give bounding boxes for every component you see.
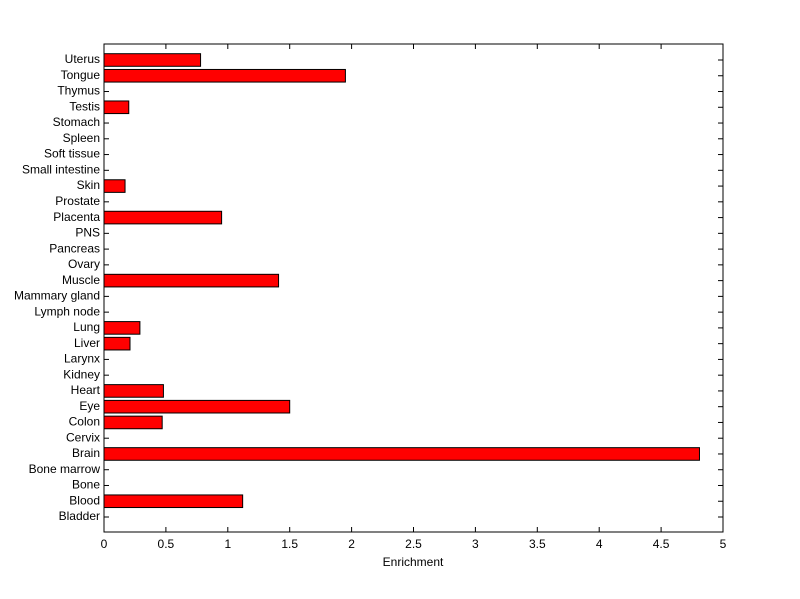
- y-tick-label: Kidney: [63, 367, 100, 381]
- x-tick-label: 2: [348, 537, 355, 551]
- bar: [103, 384, 164, 398]
- y-tick-label: Heart: [71, 383, 101, 397]
- x-tick-label: 3.5: [529, 537, 546, 551]
- bar: [103, 494, 244, 509]
- y-tick-label: Thymus: [57, 84, 100, 98]
- y-tick-label: Testis: [69, 99, 100, 113]
- y-tick-label: Lung: [73, 320, 100, 334]
- y-tick-label: Placenta: [53, 210, 100, 224]
- y-tick-label: Blood: [69, 493, 100, 507]
- x-tick-label: 1: [224, 537, 231, 551]
- bar: [103, 210, 223, 225]
- y-tick-label: Cervix: [66, 430, 100, 444]
- y-tick-label: Skin: [77, 178, 100, 192]
- bar: [103, 336, 131, 351]
- x-tick-label: 4: [596, 537, 603, 551]
- y-tick-label: Bone marrow: [29, 462, 101, 476]
- y-tick-label: Colon: [69, 415, 100, 429]
- bar: [103, 100, 130, 115]
- y-tick-label: Spleen: [63, 131, 100, 145]
- bar: [103, 68, 346, 83]
- y-tick-label: Small intestine: [22, 162, 100, 176]
- x-tick-label: 2.5: [405, 537, 422, 551]
- y-tick-label: Brain: [72, 446, 100, 460]
- y-tick-label: Prostate: [55, 194, 100, 208]
- y-tick-label: Muscle: [62, 273, 100, 287]
- y-tick-label: Bladder: [59, 509, 100, 523]
- bar: [103, 179, 126, 193]
- x-tick-label: 1.5: [281, 537, 298, 551]
- axes-box: [103, 43, 724, 533]
- y-tick-label: Soft tissue: [44, 147, 100, 161]
- x-axis-label: Enrichment: [383, 555, 444, 569]
- x-tick-label: 0: [101, 537, 108, 551]
- bar: [103, 399, 291, 414]
- bar: [103, 273, 280, 288]
- y-tick-label: Tongue: [61, 68, 101, 82]
- y-tick-label: Uterus: [65, 52, 100, 66]
- bar: [103, 415, 163, 430]
- y-tick-label: Lymph node: [34, 304, 100, 318]
- y-tick-label: Mammary gland: [14, 289, 100, 303]
- y-tick-label: Pancreas: [49, 241, 100, 255]
- y-tick-label: Ovary: [68, 257, 100, 271]
- x-tick-label: 0.5: [158, 537, 175, 551]
- x-tick-label: 4.5: [653, 537, 670, 551]
- bar: [103, 447, 700, 461]
- y-tick-label: Stomach: [53, 115, 100, 129]
- y-tick-label: Bone: [72, 478, 100, 492]
- x-tick-label: 5: [720, 537, 727, 551]
- x-tick-label: 3: [472, 537, 479, 551]
- bar: [103, 53, 202, 67]
- y-tick-label: Liver: [74, 336, 100, 350]
- y-tick-label: Larynx: [64, 352, 100, 366]
- y-tick-label: PNS: [75, 226, 100, 240]
- y-tick-label: Eye: [79, 399, 100, 413]
- bar: [103, 321, 141, 335]
